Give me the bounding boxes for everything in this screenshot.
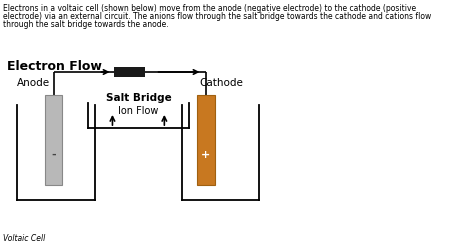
Bar — [197, 95, 215, 185]
Text: -: - — [51, 150, 56, 160]
Text: Ion Flow: Ion Flow — [118, 106, 159, 116]
Text: Salt Bridge: Salt Bridge — [106, 93, 171, 103]
Bar — [45, 95, 62, 185]
Bar — [114, 67, 146, 77]
Text: Cathode: Cathode — [199, 78, 243, 88]
Text: +: + — [201, 150, 210, 160]
Text: Anode: Anode — [17, 78, 50, 88]
Text: Electron Flow: Electron Flow — [7, 60, 102, 73]
Text: through the salt bridge towards the anode.: through the salt bridge towards the anod… — [3, 20, 169, 29]
Text: Electrons in a voltaic cell (shown below) move from the anode (negative electrod: Electrons in a voltaic cell (shown below… — [3, 4, 417, 13]
Text: Voltaic Cell: Voltaic Cell — [3, 234, 46, 243]
Text: electrode) via an external circuit. The anions flow through the salt bridge towa: electrode) via an external circuit. The … — [3, 12, 432, 21]
